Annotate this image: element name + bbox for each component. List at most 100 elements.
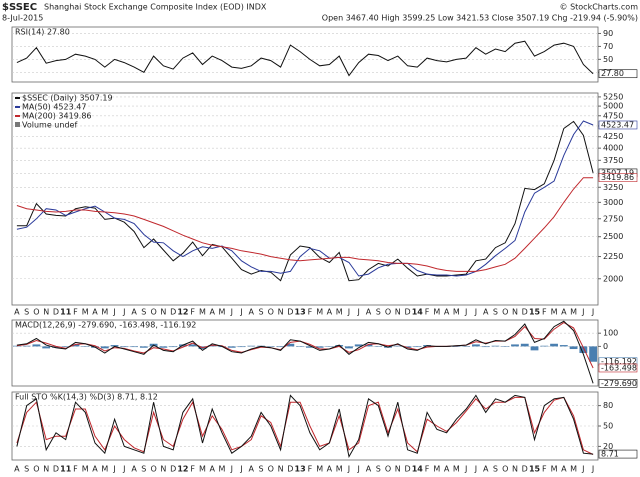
histogram-bar (315, 346, 324, 348)
x-tick-label: S (141, 465, 146, 474)
index-name: Shanghai Stock Exchange Composite Index … (44, 3, 267, 12)
series-line (16, 394, 594, 458)
histogram-bar (286, 343, 295, 347)
panel-frame (11, 26, 599, 83)
panel-label: RSI(14) 27.80 (15, 28, 70, 37)
histogram-bar (61, 346, 70, 348)
histogram-bar (403, 346, 412, 348)
x-tick-label: M (316, 465, 323, 474)
histogram-bar (452, 346, 461, 347)
x-tick-label: A (444, 308, 450, 317)
x-tick-label: 11 (60, 308, 72, 317)
histogram-bar (227, 346, 236, 348)
histogram-bar (305, 346, 314, 348)
value-tag (598, 363, 638, 373)
value-tag (598, 120, 638, 130)
histogram-bar (22, 345, 31, 347)
x-tick-label: A (92, 308, 98, 317)
x-tick-label: A (131, 465, 137, 474)
x-tick-label: D (287, 308, 293, 317)
y-tick-label: 2250 (603, 252, 623, 261)
x-tick-label: J (357, 308, 360, 317)
y-tick-label: 0 (603, 342, 608, 351)
x-tick-label: O (385, 465, 391, 474)
x-tick-label: J (591, 308, 594, 317)
histogram-bar (296, 346, 305, 347)
value-tag-label: -116.192 (601, 357, 637, 366)
value-tag-label: 27.80 (601, 69, 624, 78)
x-tick-label: F (425, 465, 430, 474)
x-tick-label: A (14, 308, 20, 317)
x-tick-label: 12 (177, 465, 188, 474)
series-line (16, 120, 594, 282)
x-tick-label: J (357, 465, 360, 474)
x-tick-label: D (170, 308, 176, 317)
x-tick-label: M (101, 465, 108, 474)
y-tick-label: 4000 (603, 144, 623, 153)
x-tick-label: M (82, 308, 89, 317)
y-tick-label: 2500 (603, 232, 623, 241)
x-tick-label: N (43, 465, 49, 474)
histogram-bar (511, 344, 519, 347)
x-tick-label: S (259, 308, 264, 317)
x-tick-label: M (199, 308, 206, 317)
x-tick-label: 15 (529, 465, 541, 474)
histogram-bar (374, 346, 383, 347)
x-tick-label: S (259, 465, 264, 474)
x-tick-label: N (512, 308, 518, 317)
histogram-bar (462, 346, 471, 347)
x-tick-label: M (82, 465, 89, 474)
histogram-bar (32, 344, 41, 347)
value-tag-label: 4523.47 (601, 120, 634, 129)
histogram-bar (569, 346, 578, 350)
panel-frame (11, 319, 599, 387)
x-tick-label: J (239, 465, 242, 474)
x-tick-label: J (474, 465, 477, 474)
histogram-bar (589, 346, 598, 362)
y-tick-label: 20 (603, 442, 613, 451)
x-tick-label: O (502, 308, 508, 317)
x-tick-label: O (150, 465, 156, 474)
x-tick-label: J (230, 308, 233, 317)
y-tick-label: 90 (603, 29, 613, 38)
histogram-bar (100, 346, 109, 349)
value-tag-label: 3507.19 (601, 168, 634, 177)
x-tick-label: O (268, 465, 274, 474)
series-line (16, 40, 594, 77)
x-tick-label: D (404, 465, 410, 474)
x-tick-label: S (376, 308, 381, 317)
x-tick-label: D (522, 308, 528, 317)
x-tick-label: D (53, 308, 59, 317)
x-tick-label: A (327, 465, 333, 474)
y-tick-label: 5000 (603, 102, 623, 111)
histogram-bar (559, 345, 568, 347)
x-tick-label: J (581, 465, 584, 474)
value-tag-label: 8.71 (601, 450, 619, 459)
y-tick-label: 80 (603, 401, 613, 410)
x-tick-label: J (591, 465, 594, 474)
x-tick-label: O (385, 308, 391, 317)
x-tick-label: N (278, 308, 284, 317)
x-tick-label: A (249, 308, 255, 317)
x-tick-label: 13 (295, 465, 306, 474)
x-tick-label: D (53, 465, 59, 474)
y-tick-label: 50 (603, 422, 613, 431)
value-tag-label: -163.498 (601, 363, 637, 372)
y-tick-label: 3250 (603, 183, 623, 192)
x-tick-label: J (122, 308, 125, 317)
x-tick-label: F (542, 465, 547, 474)
x-tick-label: A (209, 308, 215, 317)
histogram-bar (540, 345, 549, 347)
histogram-bar (472, 344, 480, 347)
x-tick-label: N (395, 465, 401, 474)
x-tick-label: N (160, 308, 166, 317)
x-tick-label: F (190, 308, 195, 317)
x-tick-label: S (24, 465, 29, 474)
x-tick-label: O (502, 465, 508, 474)
histogram-bar (345, 346, 353, 349)
x-tick-label: F (308, 465, 313, 474)
histogram-bar (52, 346, 60, 348)
x-tick-label: S (141, 308, 146, 317)
x-tick-label: M (219, 308, 226, 317)
